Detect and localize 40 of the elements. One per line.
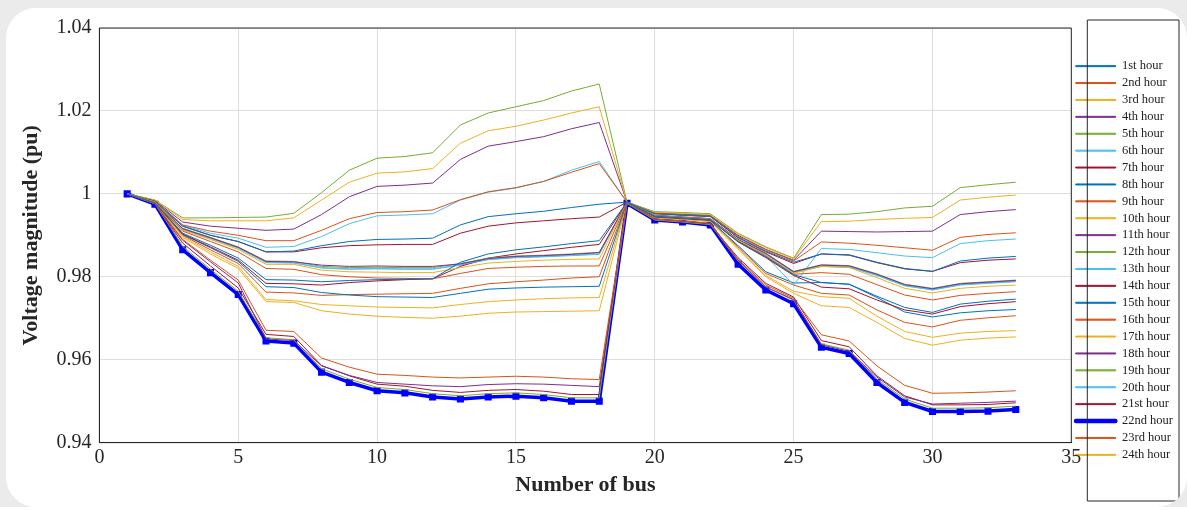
x-axis-title: Number of bus	[515, 471, 656, 497]
legend-label: 22nd hour	[1121, 413, 1174, 428]
legend-label: 3rd hour	[1121, 92, 1166, 107]
legend-label: 10th hour	[1121, 210, 1172, 225]
y-tick-label: 1.02	[56, 98, 92, 121]
y-tick-label: 0.94	[56, 429, 92, 452]
y-axis-title: Voltage magnitude (pu)	[16, 125, 42, 346]
x-tick-label: 30	[922, 444, 943, 467]
y-tick-label: 0.98	[56, 264, 92, 287]
legend-label: 2nd hour	[1121, 75, 1168, 90]
legend-label: 5th hour	[1121, 126, 1165, 141]
legend-label: 20th hour	[1121, 379, 1172, 394]
x-tick-label: 0	[94, 444, 105, 467]
legend-label: 12th hour	[1121, 244, 1172, 259]
legend-label: 4th hour	[1121, 109, 1165, 124]
legend-label: 19th hour	[1121, 362, 1172, 377]
legend-label: 13th hour	[1121, 261, 1172, 276]
x-tick-label: 15	[505, 444, 526, 467]
y-tick-label: 0.96	[56, 346, 92, 369]
legend-label: 21st hour	[1121, 396, 1170, 411]
legend-label: 14th hour	[1121, 278, 1172, 293]
y-tick-label: 1.04	[56, 15, 92, 38]
legend-label: 11th hour	[1121, 227, 1171, 242]
legend-label: 18th hour	[1121, 345, 1172, 360]
x-tick-label: 25	[783, 444, 804, 467]
legend-label: 9th hour	[1121, 193, 1165, 208]
x-tick-label: 35	[1061, 444, 1082, 467]
legend-label: 1st hour	[1121, 58, 1164, 73]
legend-label: 23rd hour	[1121, 430, 1172, 445]
legend-label: 6th hour	[1121, 142, 1165, 157]
legend-label: 8th hour	[1121, 176, 1165, 191]
legend-label: 15th hour	[1121, 295, 1172, 310]
legend-label: 17th hour	[1121, 328, 1172, 343]
x-tick-label: 10	[367, 444, 388, 467]
legend-label: 16th hour	[1121, 311, 1172, 326]
legend-label: 7th hour	[1121, 159, 1165, 174]
x-tick-label: 5	[233, 444, 244, 467]
x-tick-label: 20	[644, 444, 665, 467]
legend-label: 24th hour	[1121, 447, 1172, 462]
y-tick-label: 1	[81, 181, 92, 204]
